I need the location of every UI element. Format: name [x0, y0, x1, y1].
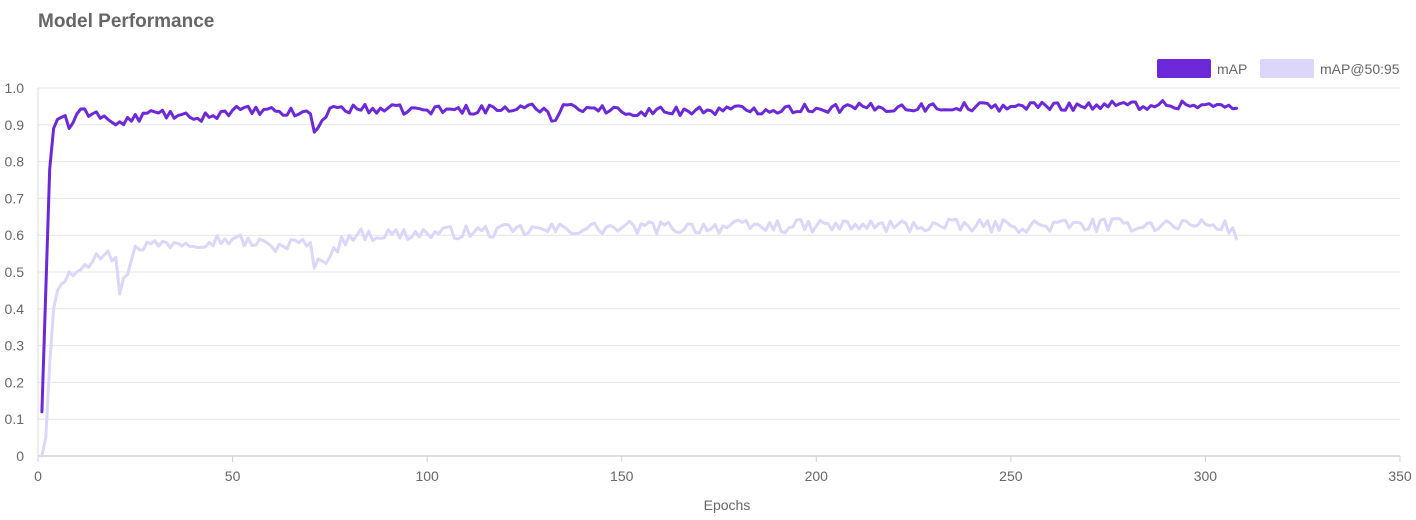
- x-tick-label: 50: [225, 468, 241, 484]
- x-tick-label: 200: [805, 468, 829, 484]
- y-tick-label: 0.7: [5, 190, 25, 206]
- x-axis-label: Epochs: [704, 497, 751, 513]
- y-tick-label: 0.5: [5, 264, 25, 280]
- series-line-map-50-95: [40, 217, 1239, 458]
- legend-label: mAP: [1217, 61, 1247, 77]
- chart-title: Model Performance: [38, 11, 215, 32]
- series-line-map: [40, 99, 1239, 414]
- x-tick-label: 150: [610, 468, 634, 484]
- y-tick-label: 1.0: [5, 80, 25, 96]
- legend-swatch-map: [1157, 59, 1211, 78]
- y-tick-label: 0.2: [5, 374, 25, 390]
- x-tick-label: 100: [415, 468, 439, 484]
- x-tick-label: 0: [34, 468, 42, 484]
- legend-label: mAP@50:95: [1320, 61, 1400, 77]
- y-tick-label: 0.6: [5, 227, 25, 243]
- legend-swatch-map-50-95: [1260, 59, 1314, 78]
- y-tick-label: 0.8: [5, 154, 25, 170]
- y-tick-label: 0.1: [5, 411, 25, 427]
- x-tick-label: 300: [1194, 468, 1218, 484]
- x-tick-label: 350: [1388, 468, 1412, 484]
- y-tick-label: 0.4: [5, 301, 25, 317]
- y-tick-label: 0.9: [5, 117, 25, 133]
- y-tick-label: 0: [16, 448, 24, 464]
- y-tick-label: 0.3: [5, 338, 25, 354]
- x-tick-label: 250: [999, 468, 1023, 484]
